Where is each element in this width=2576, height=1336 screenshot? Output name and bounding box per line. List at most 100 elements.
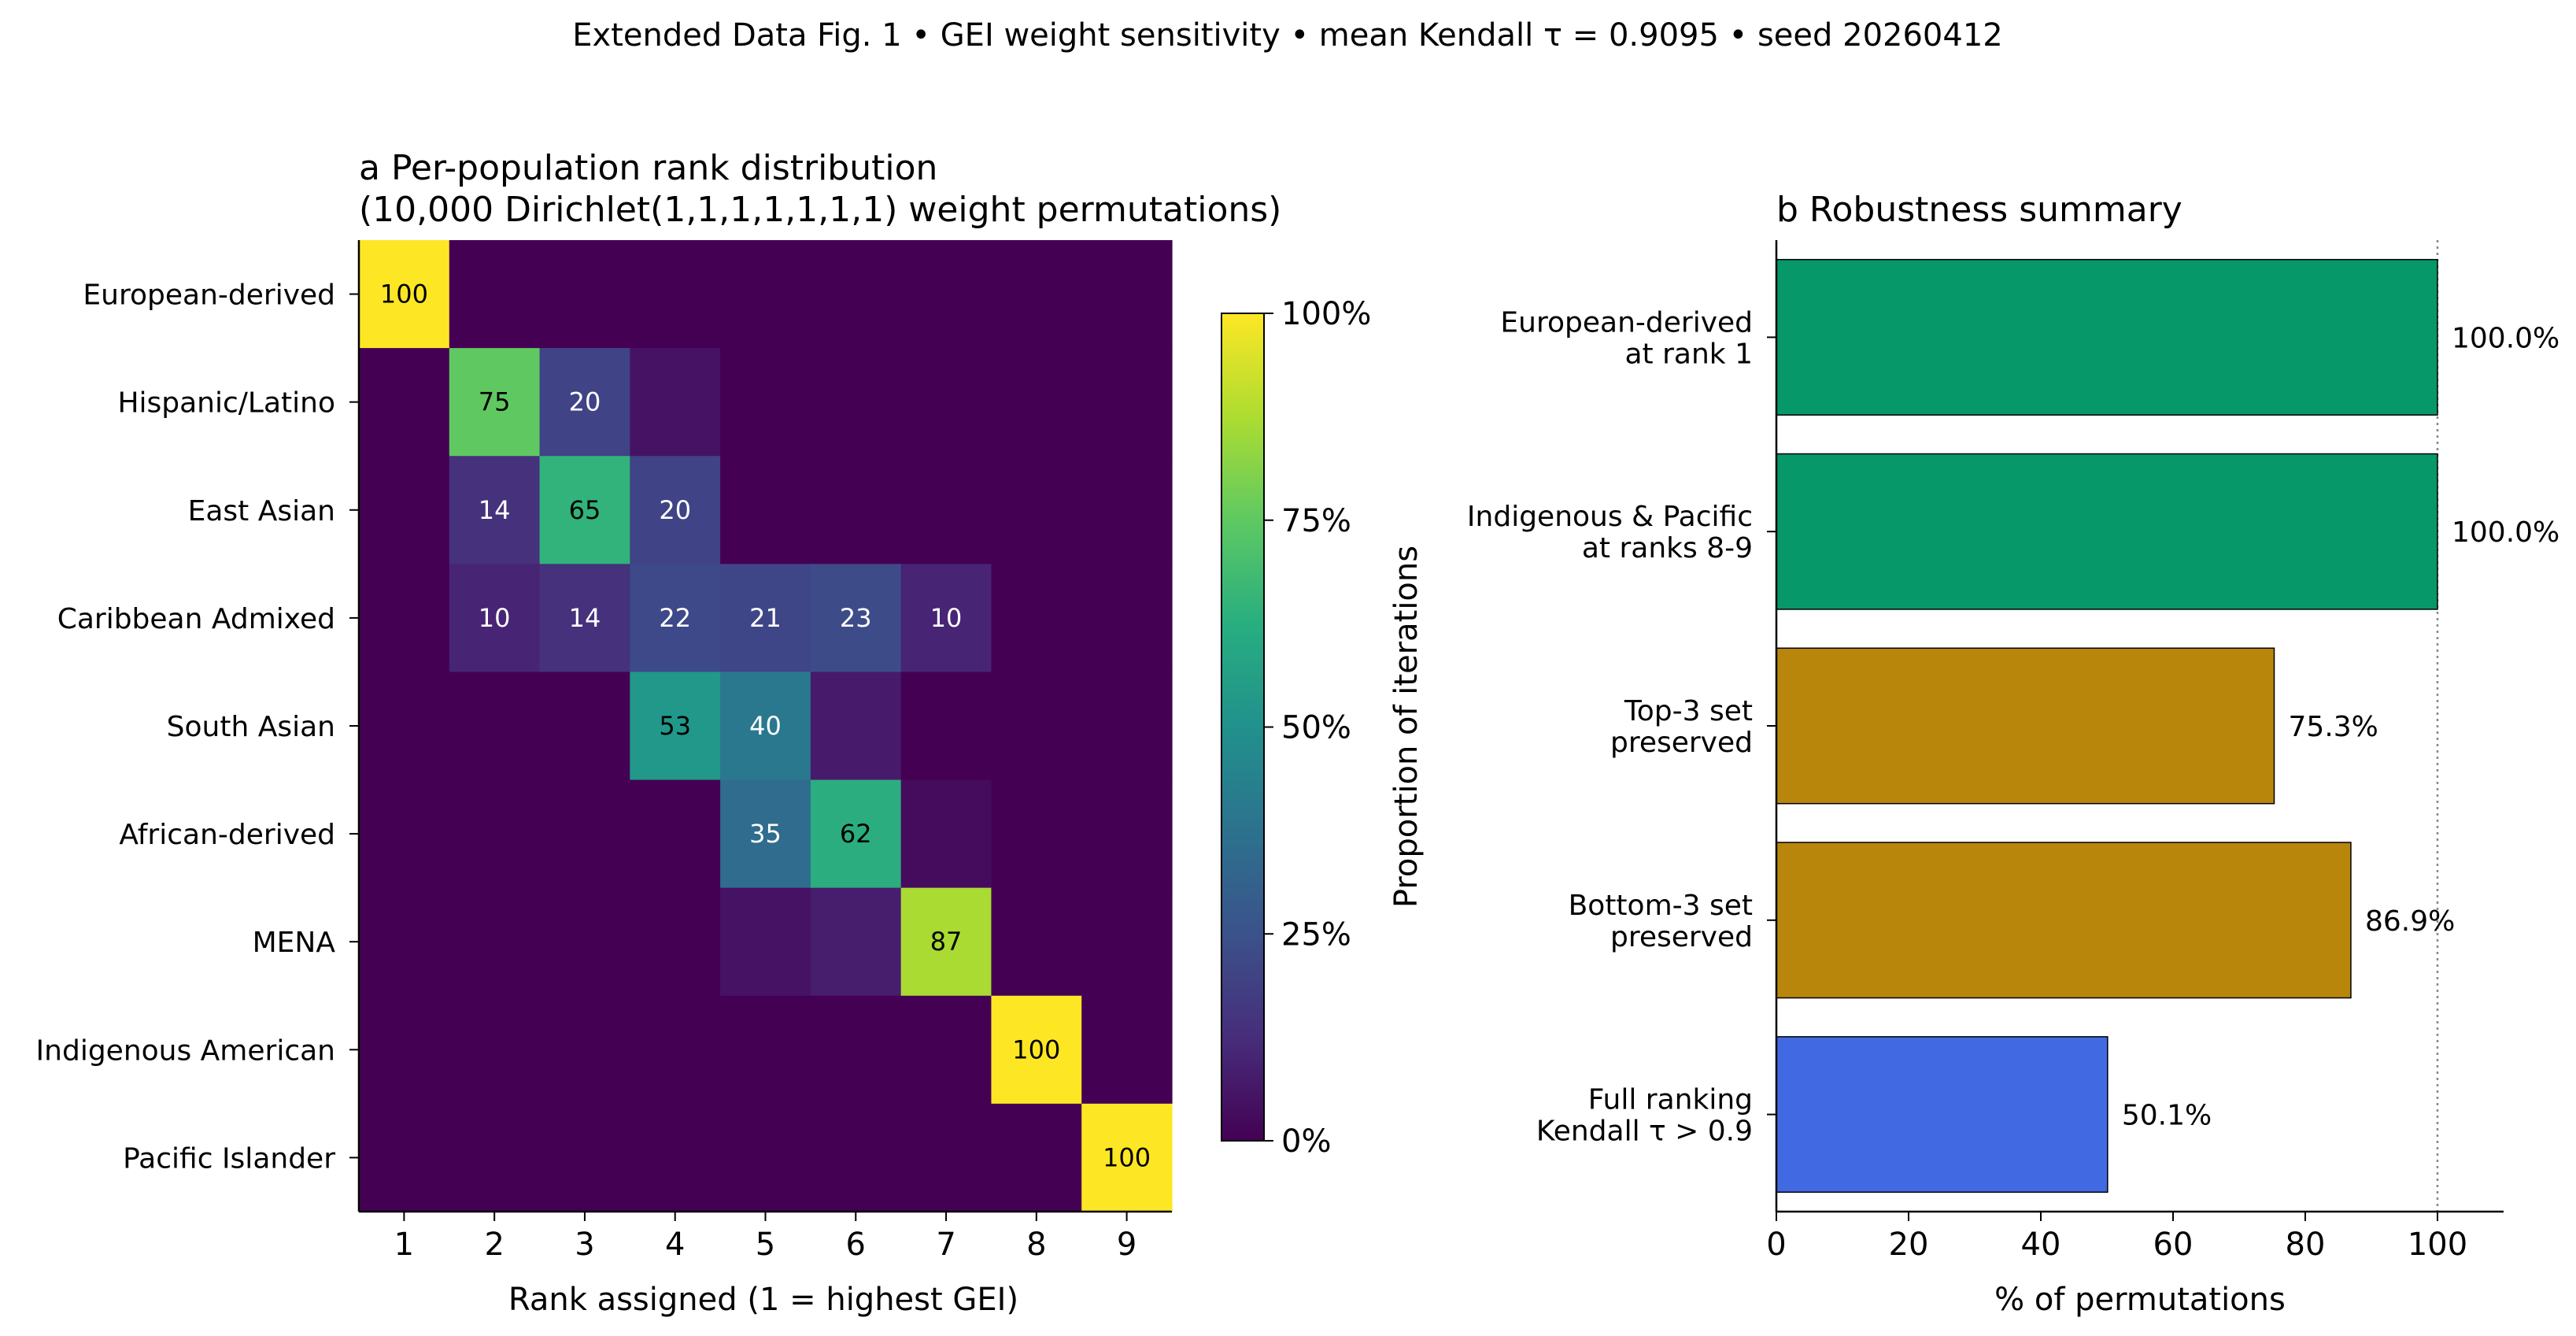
robustness-panel: b Robustness summary 100.0% 100.0% 75.3% 86… (1467, 190, 2559, 1318)
heatmap-cell (1081, 779, 1173, 889)
heatmap-row-label: African-derived (119, 819, 335, 851)
heatmap-cell (810, 240, 902, 349)
heatmap-cell (539, 348, 630, 457)
heatmap-cell (900, 672, 992, 781)
heatmap-cell (449, 564, 541, 673)
robustness-bar (1776, 842, 2352, 999)
heatmap-cell-labels: 100 75 20 14 65 20 10 14 22 21 23 10 53 40 35 62 87 100 10… (380, 279, 1151, 1173)
heatmap-cell (539, 672, 630, 781)
heatmap-cell (630, 456, 721, 564)
heatmap-cell (720, 564, 811, 673)
heatmap-x-axis: 1 2 3 4 5 6 7 8 9 (359, 1210, 1172, 1263)
heatmap-cell (810, 456, 902, 564)
heatmap-cell (1081, 1103, 1173, 1212)
heatmap-column-label: 9 (1117, 1227, 1136, 1263)
robustness-x-axis-label: % of permutations (1994, 1282, 2286, 1318)
heatmap-cell (630, 240, 721, 349)
heatmap-cell (991, 564, 1082, 673)
heatmap-row-label: Indigenous American (36, 1034, 335, 1067)
robustness-value-label: 100.0% (2452, 516, 2559, 549)
robustness-bar (1776, 1036, 2108, 1194)
heatmap-cell-label: 20 (659, 495, 691, 525)
heatmap-row-label: Caribbean Admixed (57, 603, 335, 635)
heatmap-cell (539, 779, 630, 889)
robustness-x-tick-label: 100 (2408, 1227, 2467, 1263)
heatmap-row-label: MENA (253, 927, 336, 959)
heatmap-cell (630, 348, 721, 457)
heatmap-cell (720, 672, 811, 781)
heatmap-cell (630, 779, 721, 889)
heatmap-column-label: 4 (665, 1227, 685, 1263)
heatmap-cell (720, 348, 811, 457)
heatmap-cell (810, 995, 902, 1105)
heatmap-cell (539, 564, 630, 673)
heatmap-cell-label: 53 (659, 711, 691, 741)
heatmap-cell-label: 62 (840, 819, 872, 849)
heatmap-cell-label: 10 (479, 603, 511, 633)
heatmap-cell-label: 14 (479, 495, 511, 525)
heatmap-cell (900, 348, 992, 457)
heatmap-cell (900, 564, 992, 673)
heatmap-cell (449, 887, 541, 997)
robustness-category-label: Bottom-3 set (1569, 890, 1753, 922)
robustness-x-axis: 0 20 40 60 80 100 (1766, 1210, 2504, 1263)
robustness-category-label: Full ranking (1588, 1084, 1753, 1116)
robustness-value-labels: 100.0% 100.0% 75.3% 86.9% 50.1% (2122, 322, 2559, 1131)
robustness-category-label: Kendall τ > 0.9 (1536, 1116, 1753, 1148)
heatmap-column-label: 1 (394, 1227, 414, 1263)
robustness-x-tick-label: 80 (2286, 1227, 2326, 1263)
colorbar-tick-label: 25% (1281, 916, 1351, 953)
heatmap-cell-label: 23 (840, 603, 872, 633)
robustness-bar (1776, 453, 2438, 610)
heatmap-cell-label: 100 (380, 279, 428, 309)
heatmap-cell (359, 1103, 450, 1212)
heatmap-cell (991, 456, 1082, 564)
heatmap-cell (991, 995, 1082, 1105)
heatmap-cell-label: 100 (1012, 1034, 1060, 1064)
heatmap-cell (991, 887, 1082, 997)
heatmap-cell-label: 21 (749, 603, 782, 633)
heatmap-cell (539, 240, 630, 349)
heatmap-cell (810, 348, 902, 457)
heatmap-cell (810, 779, 902, 889)
figure-suptitle: Extended Data Fig. 1 • GEI weight sensit… (572, 17, 2002, 54)
heatmap-cell (810, 1103, 902, 1212)
heatmap-cell (991, 779, 1082, 889)
heatmap-cell (1081, 456, 1173, 564)
heatmap-cell (1081, 995, 1173, 1105)
heatmap-cell (359, 887, 450, 997)
robustness-x-tick-label: 20 (1889, 1227, 1929, 1263)
heatmap-cell (630, 564, 721, 673)
colorbar-label: Proportion of iterations (1388, 546, 1425, 908)
heatmap-cell (630, 672, 721, 781)
heatmap-cell (359, 672, 450, 781)
heatmap-cell (900, 995, 992, 1105)
robustness-category-label: preserved (1610, 727, 1753, 759)
robustness-value-label: 86.9% (2365, 905, 2455, 938)
heatmap-cell (359, 564, 450, 673)
heatmap-cell (720, 1103, 811, 1212)
heatmap-cell (900, 456, 992, 564)
heatmap-cell (900, 240, 992, 349)
heatmap-cell (1081, 564, 1173, 673)
heatmap-row-label: South Asian (167, 711, 335, 743)
colorbar-tick-label: 0% (1281, 1123, 1331, 1160)
heatmap-cell (810, 672, 902, 781)
colorbar-tick-label: 50% (1281, 710, 1351, 746)
heatmap-cell-label: 35 (749, 819, 782, 849)
heatmap-cell (900, 779, 992, 889)
heatmap-cell (539, 1103, 630, 1212)
colorbar-ticks: 0% 25% 50% 75% 100% (1264, 296, 1371, 1160)
heatmap-cell (359, 240, 450, 349)
robustness-value-label: 50.1% (2122, 1100, 2212, 1132)
heatmap-cell (720, 887, 811, 997)
heatmap-cell (1081, 348, 1173, 457)
heatmap-row-label: Hispanic/Latino (117, 387, 335, 420)
heatmap-cell-label: 100 (1103, 1142, 1151, 1172)
heatmap-cell-label: 75 (479, 387, 511, 417)
heatmap-cell (630, 995, 721, 1105)
heatmap-cell-label: 87 (930, 927, 963, 957)
robustness-value-label: 75.3% (2289, 711, 2378, 743)
robustness-bar (1776, 258, 2438, 416)
heatmap-cell (449, 240, 541, 349)
